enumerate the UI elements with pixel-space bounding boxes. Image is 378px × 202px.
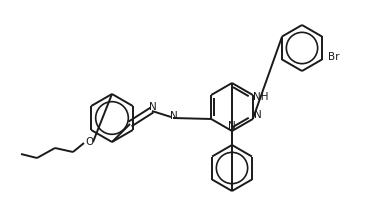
- Text: N: N: [149, 102, 157, 112]
- Text: O: O: [86, 137, 94, 147]
- Text: N: N: [228, 121, 236, 131]
- Text: N: N: [170, 111, 178, 121]
- Text: Br: Br: [328, 52, 339, 61]
- Text: NH: NH: [253, 92, 268, 102]
- Text: N: N: [254, 110, 262, 120]
